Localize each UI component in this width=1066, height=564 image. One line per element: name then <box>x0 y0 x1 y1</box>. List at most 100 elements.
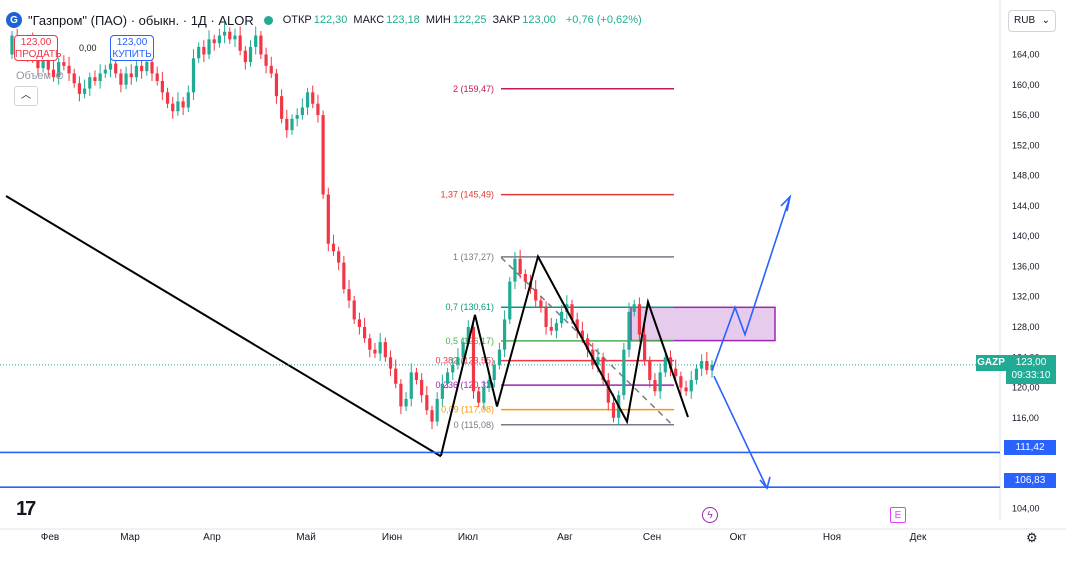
x-tick-label: Сен <box>643 532 661 543</box>
candle-body <box>575 319 579 331</box>
candle-body <box>435 398 439 422</box>
gear-icon[interactable]: ⚙ <box>1026 530 1038 545</box>
sell-button[interactable]: 123,00 ПРОДАТЬ <box>14 35 62 61</box>
candle-body <box>108 63 113 70</box>
ohlc-close-key: ЗАКР <box>492 14 521 26</box>
candle-body <box>150 62 154 74</box>
candle-body <box>248 46 253 63</box>
symbol-title[interactable]: "Газпром" (ПАО) · обыкн. · 1Д · ALOR <box>28 12 254 28</box>
candle-body <box>492 364 496 380</box>
volume-legend[interactable]: Объем ⊘ <box>16 69 65 83</box>
eye-off-icon[interactable]: ⊘ <box>55 70 65 82</box>
candle-body <box>222 31 227 36</box>
candle-body <box>280 96 284 119</box>
y-tick-label: 116,00 <box>1012 413 1039 423</box>
candle-body <box>632 304 636 312</box>
candle-body <box>82 88 87 94</box>
buy-button[interactable]: 123,00 КУПИТЬ <box>110 35 154 61</box>
candle-body <box>471 326 476 392</box>
earnings-event-icon[interactable]: E <box>890 507 906 523</box>
candle-body <box>383 342 387 358</box>
ohlc-open-key: ОТКР <box>282 14 312 26</box>
candle-body <box>57 62 61 78</box>
candle-body <box>88 77 92 89</box>
candle-body <box>560 311 564 324</box>
x-tick-label: Дек <box>910 532 927 543</box>
currency-select[interactable]: RUB ⌄ <box>1008 10 1056 32</box>
candle-body <box>114 63 118 74</box>
candle-body <box>466 326 470 343</box>
trend-line <box>5 195 442 458</box>
fib-level-label: 2 (159,47) <box>453 84 494 94</box>
candle-body <box>191 58 196 93</box>
candle-body <box>103 69 107 74</box>
tradingview-logo-icon[interactable]: 17 <box>16 498 36 520</box>
candle-body <box>342 262 346 290</box>
x-tick-label: Июл <box>458 532 478 543</box>
candle-body <box>46 56 50 70</box>
fib-level-label: 1 (137,27) <box>453 252 494 262</box>
candle-body <box>264 54 268 66</box>
candle-body <box>373 349 377 354</box>
candle-body <box>212 39 216 44</box>
candle-body <box>414 372 419 380</box>
candle-body <box>627 311 631 350</box>
candle-body <box>663 357 667 373</box>
candle-body <box>585 338 590 350</box>
candle-body <box>642 334 647 362</box>
sell-price: 123,00 <box>20 37 52 48</box>
symbol-tag: GAZP <box>976 355 1006 371</box>
candle-body <box>176 101 180 112</box>
candle-body <box>269 65 273 74</box>
candle-body <box>51 69 56 78</box>
candle-body <box>233 35 237 40</box>
candle-body <box>160 80 164 93</box>
candle-body <box>217 35 222 44</box>
candle-body <box>134 65 139 78</box>
x-tick-label: Авг <box>557 532 573 543</box>
ohlc-high-key: МАКС <box>353 14 385 26</box>
price-change: +0,76 (+0,62%) <box>565 14 642 26</box>
y-tick-label: 160,00 <box>1012 80 1040 90</box>
candle-body <box>409 372 413 399</box>
candle-body <box>295 115 299 119</box>
dividend-event-icon[interactable]: ϟ <box>702 507 718 523</box>
chart-header: G "Газпром" (ПАО) · обыкн. · 1Д · ALOR О… <box>6 6 642 34</box>
candle-body <box>72 73 76 84</box>
gazprom-logo-icon: G <box>6 12 22 28</box>
bullish-projection-arrow <box>711 196 791 372</box>
candle-body <box>451 364 455 373</box>
candle-body <box>420 379 424 396</box>
candle-body <box>305 92 310 108</box>
y-tick-label: 156,00 <box>1012 110 1040 120</box>
candle-body <box>41 56 45 69</box>
candle-body <box>62 62 66 66</box>
buy-price: 123,00 <box>116 37 148 48</box>
candle-body <box>337 251 341 263</box>
chevron-up-icon[interactable]: ︿ <box>14 86 38 106</box>
price-line-label-2: 106,83 <box>1004 473 1056 488</box>
ohlc-open-value: 122,30 <box>313 14 348 26</box>
candle-body <box>445 372 450 384</box>
candle-body <box>98 73 102 81</box>
fib-level-label: 0 (115,08) <box>454 420 494 430</box>
candle-body <box>497 349 502 365</box>
fib-level-label: 0,09 (117,08) <box>441 405 494 415</box>
candle-body <box>482 387 486 403</box>
candle-body <box>197 46 201 59</box>
candle-body <box>274 73 279 97</box>
candle-body <box>684 387 688 392</box>
y-tick-label: 140,00 <box>1012 231 1040 241</box>
y-tick-label: 128,00 <box>1012 322 1040 332</box>
candle-body <box>653 379 657 392</box>
candle-body <box>171 103 175 112</box>
candle-body <box>637 304 642 335</box>
candle-body <box>129 73 133 78</box>
candle-body <box>378 342 382 354</box>
candle-body <box>430 410 434 422</box>
arrow-head <box>759 476 771 490</box>
bar-countdown: 09:33:10 <box>1011 370 1051 381</box>
candle-body <box>165 92 170 104</box>
candle-body <box>502 319 507 350</box>
